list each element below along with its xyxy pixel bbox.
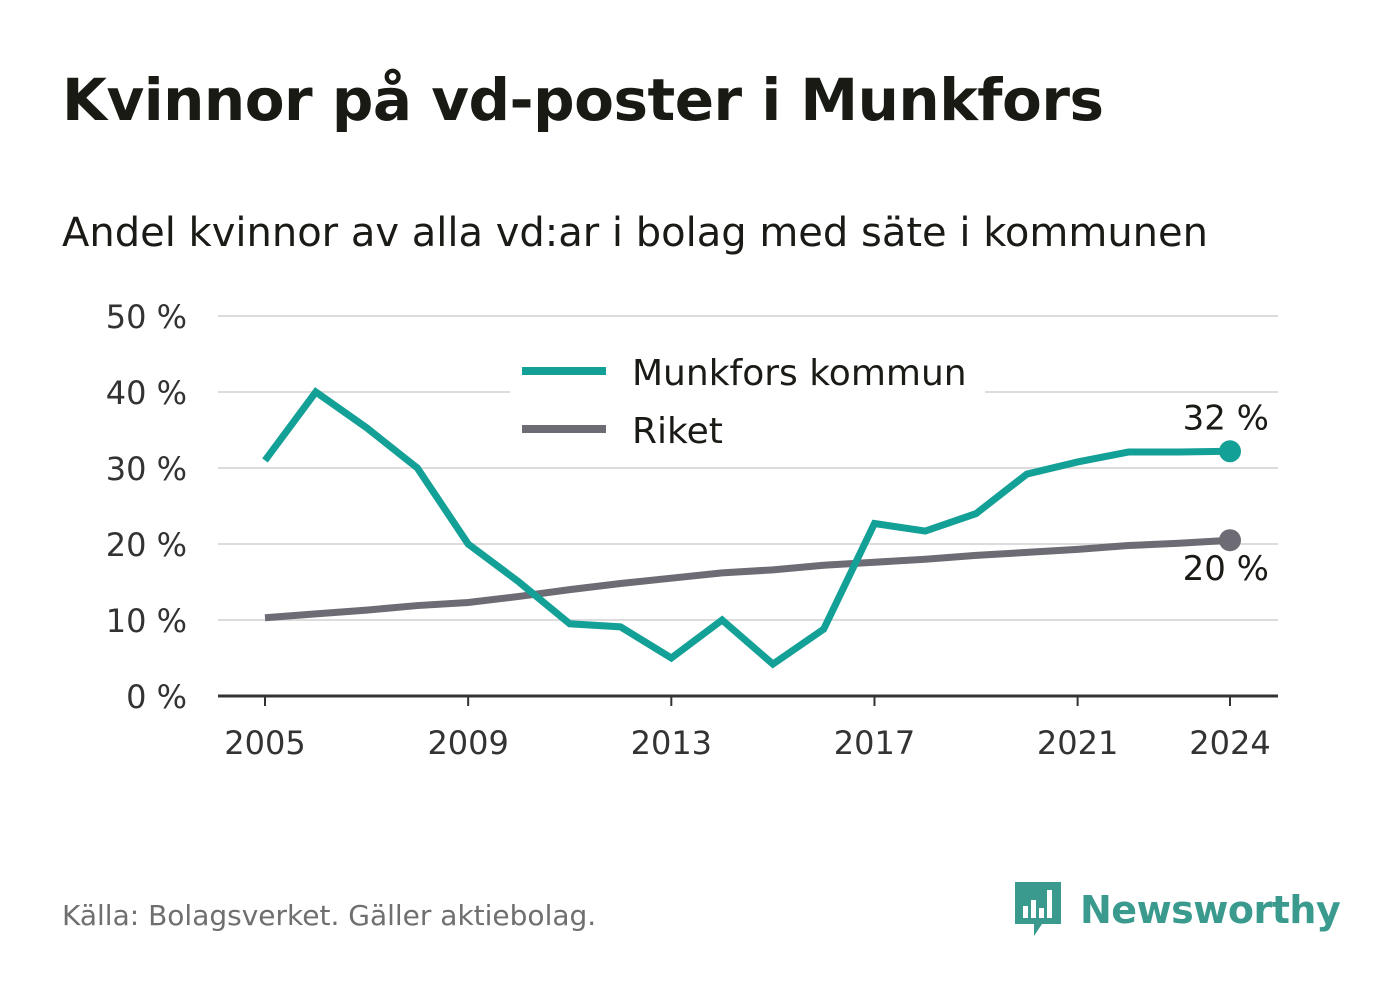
bar-chart-icon	[1012, 878, 1064, 942]
x-tick-label: 2013	[631, 724, 712, 762]
series-line-munkfors	[262, 387, 1231, 669]
legend-label-riket: Riket	[632, 411, 723, 452]
series-lines	[262, 387, 1241, 669]
chart-subtitle: Andel kvinnor av alla vd:ar i bolag med …	[62, 210, 1208, 256]
x-tick-label: 2024	[1189, 724, 1270, 762]
y-tick-label: 0 %	[126, 678, 187, 716]
x-tick-label: 2009	[427, 724, 508, 762]
end-point-munkfors	[1219, 440, 1241, 463]
end-labels: 20 % 32 %	[1183, 398, 1269, 589]
x-tick-label: 2005	[224, 724, 305, 762]
y-tick-label: 40 %	[106, 374, 187, 412]
end-label-munkfors: 32 %	[1183, 398, 1269, 438]
source-note: Källa: Bolagsverket. Gäller aktiebolag.	[62, 899, 597, 932]
grid-lines	[218, 315, 1278, 698]
series-line-riket	[264, 536, 1231, 622]
x-tick-label: 2017	[834, 724, 915, 762]
brand-name: Newsworthy	[1080, 888, 1341, 932]
brand-logo: Newsworthy	[1012, 878, 1341, 942]
legend-label-munkfors: Munkfors kommun	[632, 353, 967, 394]
x-tick-label: 2021	[1037, 724, 1118, 762]
y-tick-label: 50 %	[106, 298, 187, 336]
legend: Munkfors kommun Riket	[510, 348, 985, 466]
end-label-riket: 20 %	[1183, 549, 1269, 589]
y-tick-label: 30 %	[106, 450, 187, 488]
x-axis-tick-labels: 2005 2009 2013 2017 2021 2024	[224, 696, 1271, 762]
end-point-riket	[1219, 529, 1241, 552]
chart-title: Kvinnor på vd-poster i Munkfors	[62, 66, 1104, 134]
y-tick-label: 20 %	[106, 526, 187, 564]
y-axis-tick-labels: 0 % 10 % 20 % 30 % 40 % 50 %	[106, 298, 187, 716]
y-tick-label: 10 %	[106, 602, 187, 640]
